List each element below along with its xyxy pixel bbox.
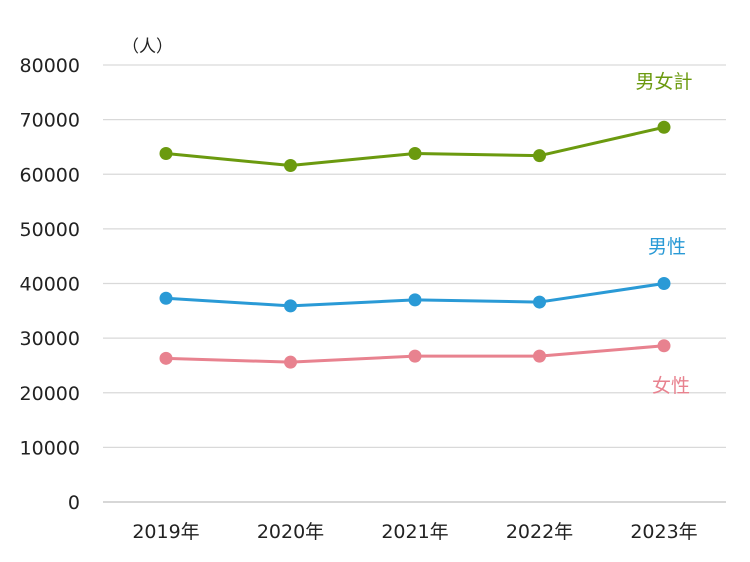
y-tick-label: 0: [68, 492, 80, 514]
data-point: [284, 159, 297, 173]
x-tick-label: 2019年: [132, 521, 199, 543]
data-point: [657, 277, 671, 290]
data-point: [657, 120, 671, 134]
y-tick-label: 60000: [20, 164, 80, 186]
series-label: 男性: [648, 236, 686, 258]
data-point: [533, 295, 546, 309]
data-point: [408, 293, 422, 307]
data-point: [408, 349, 422, 363]
y-tick-label: 50000: [20, 219, 80, 241]
y-tick-label: 20000: [20, 383, 80, 405]
y-tick-label: 80000: [20, 55, 80, 77]
x-tick-label: 2023年: [630, 521, 697, 543]
series-group: [159, 120, 671, 173]
y-tick-label: 40000: [20, 274, 80, 296]
series-label: 女性: [652, 375, 690, 397]
data-point: [533, 349, 546, 363]
y-tick-label: 10000: [20, 437, 80, 459]
y-axis-tick-labels: 0 10000 20000 30000 40000 50000 60000 70000 8000…: [20, 55, 80, 514]
x-axis-tick-labels: 2019年 2020年 2021年 2022年 2023年: [132, 521, 697, 543]
series-label: 男女計: [635, 71, 692, 93]
series-group: [159, 339, 671, 369]
x-tick-label: 2021年: [381, 521, 448, 543]
y-tick-label: 30000: [20, 328, 80, 350]
data-point: [657, 339, 671, 353]
data-point: [159, 351, 173, 365]
data-point: [159, 146, 173, 160]
x-tick-label: 2020年: [257, 521, 324, 543]
data-point: [159, 291, 173, 305]
y-tick-label: 70000: [20, 110, 80, 132]
series-group: [159, 277, 671, 313]
data-point: [284, 355, 297, 369]
series-lines: [159, 120, 671, 369]
y-axis-unit-label: （人）: [122, 37, 173, 57]
data-point: [408, 146, 422, 160]
x-tick-label: 2022年: [506, 521, 573, 543]
data-point: [533, 149, 546, 163]
grid-lines: [103, 64, 726, 503]
data-point: [284, 299, 297, 313]
